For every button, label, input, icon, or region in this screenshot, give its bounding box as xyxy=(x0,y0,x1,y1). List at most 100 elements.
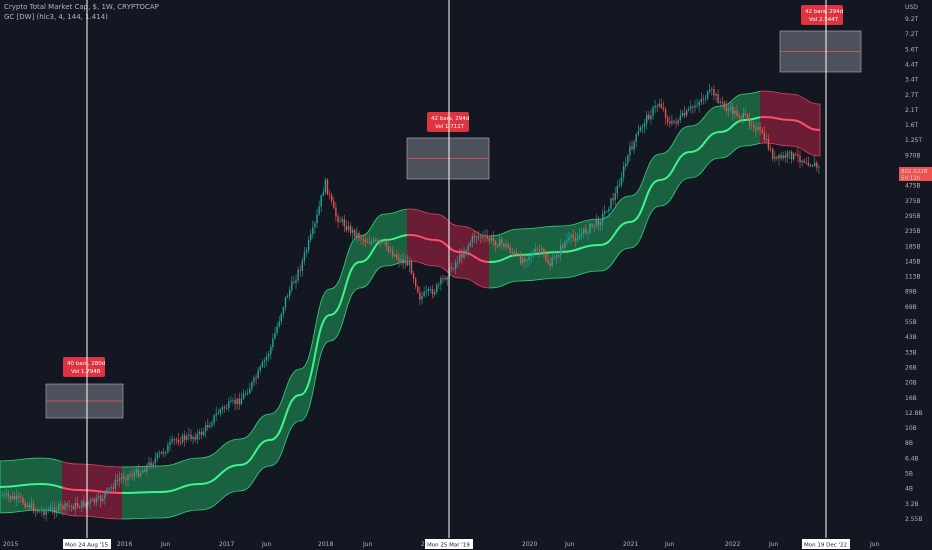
time-tick: Jun xyxy=(362,541,373,548)
candle-body xyxy=(289,289,291,297)
candle-body xyxy=(259,366,261,371)
candle-body xyxy=(396,254,398,258)
candle-body xyxy=(244,393,247,395)
candle-body xyxy=(34,510,37,512)
candle-body xyxy=(646,114,648,124)
candle-body xyxy=(106,488,108,494)
candle-body xyxy=(494,240,497,246)
price-tick: 3.2B xyxy=(905,501,919,508)
candle-body xyxy=(727,109,730,111)
candle-body xyxy=(284,297,287,308)
candle-body xyxy=(536,249,539,251)
candle-body xyxy=(566,240,568,242)
candle-body xyxy=(53,507,56,513)
price-tick: 20B xyxy=(905,380,917,387)
candle-body xyxy=(753,124,755,128)
candle-body xyxy=(377,240,379,242)
candle-body xyxy=(158,453,161,455)
channel-band xyxy=(0,90,821,520)
time-tick: Jun xyxy=(160,541,171,548)
candle-body xyxy=(404,261,406,264)
measure-volume: Vol 1.711T xyxy=(435,124,465,130)
price-tick: 2.7T xyxy=(905,92,919,99)
candle-body xyxy=(81,501,83,508)
crosshair-date-tag xyxy=(802,539,850,549)
candle-body xyxy=(788,151,791,153)
time-tick: 2020 xyxy=(522,541,537,548)
candle-body xyxy=(709,89,711,92)
candle-body xyxy=(675,122,677,124)
candle-body xyxy=(690,106,692,109)
price-tick: 4.4T xyxy=(905,61,919,68)
candle-body xyxy=(629,146,631,156)
candle-body xyxy=(85,503,87,507)
candle-body xyxy=(419,292,421,300)
time-tick: 2022 xyxy=(725,541,740,548)
candle-body xyxy=(276,326,278,334)
candle-body xyxy=(696,105,698,107)
price-axis[interactable]: USD 9.2T 7.2T 5.6T 4.4T 3.4T 2.7T 2.1T 1.6T 1.25T… xyxy=(899,4,932,523)
price-tick: 89B xyxy=(905,289,917,296)
candle-body xyxy=(198,432,201,435)
candle-body xyxy=(314,223,316,228)
candle-body xyxy=(381,241,383,243)
candle-body xyxy=(648,114,650,120)
candle-body xyxy=(370,241,373,244)
price-tick: 9.2T xyxy=(905,16,919,23)
time-tick: Jun xyxy=(564,541,575,548)
candle-body xyxy=(28,504,30,508)
symbol-title[interactable]: Crypto Total Market Cap, $, 1W, CRYPTOCA… xyxy=(4,3,159,11)
measure-volume: Vol 2.544T xyxy=(809,17,839,23)
indicator-title[interactable]: GC [DW] (hlc3, 4, 144, 1.414) xyxy=(4,13,108,21)
measure-tooltip xyxy=(63,357,105,377)
candle-body xyxy=(207,425,209,428)
candle-body xyxy=(156,453,159,459)
candle-body xyxy=(116,480,119,481)
candle-body xyxy=(486,235,488,239)
price-tick: 3.4T xyxy=(905,77,919,84)
candle-body xyxy=(383,241,385,243)
candle-body xyxy=(108,488,110,490)
candle-body xyxy=(641,126,644,128)
candle-body xyxy=(660,104,663,108)
candle-body xyxy=(795,153,797,155)
candle-body xyxy=(43,510,45,515)
candle-body xyxy=(627,155,629,164)
candle-body xyxy=(236,398,238,404)
time-axis[interactable]: 2015 2016 Jun 2017 Jun 2018 Jun 20 2020 Jun 2021 Ju… xyxy=(3,541,880,548)
candle-body xyxy=(538,250,541,251)
candle-body xyxy=(263,360,266,363)
candle-body xyxy=(719,101,721,103)
candle-body xyxy=(358,233,360,239)
candle-body xyxy=(551,257,553,266)
measure-volume: Vol 1.794B xyxy=(71,369,101,375)
candle-body xyxy=(444,278,446,280)
candle-body xyxy=(622,166,625,178)
candle-body xyxy=(780,154,782,159)
candle-body xyxy=(89,500,91,503)
candle-body xyxy=(549,263,551,266)
candle-body xyxy=(112,487,114,489)
candle-body xyxy=(738,115,740,118)
candle-body xyxy=(818,167,820,168)
candle-body xyxy=(129,475,131,476)
candle-body xyxy=(574,237,576,241)
candle-body xyxy=(104,493,106,499)
candle-body xyxy=(7,493,9,497)
time-tick: 2015 xyxy=(3,541,18,548)
candle-body xyxy=(513,252,516,254)
candle-body xyxy=(221,407,224,410)
candle-body xyxy=(717,93,719,103)
candle-body xyxy=(131,475,133,477)
candle-body xyxy=(578,235,581,239)
candle-body xyxy=(70,506,72,507)
candle-body xyxy=(135,469,138,474)
candle-body xyxy=(503,243,505,247)
candle-body xyxy=(66,503,68,507)
candle-body xyxy=(547,260,549,264)
candle-body xyxy=(349,225,352,233)
candle-body xyxy=(587,232,589,234)
candle-body xyxy=(635,134,637,142)
candle-body xyxy=(41,510,43,512)
